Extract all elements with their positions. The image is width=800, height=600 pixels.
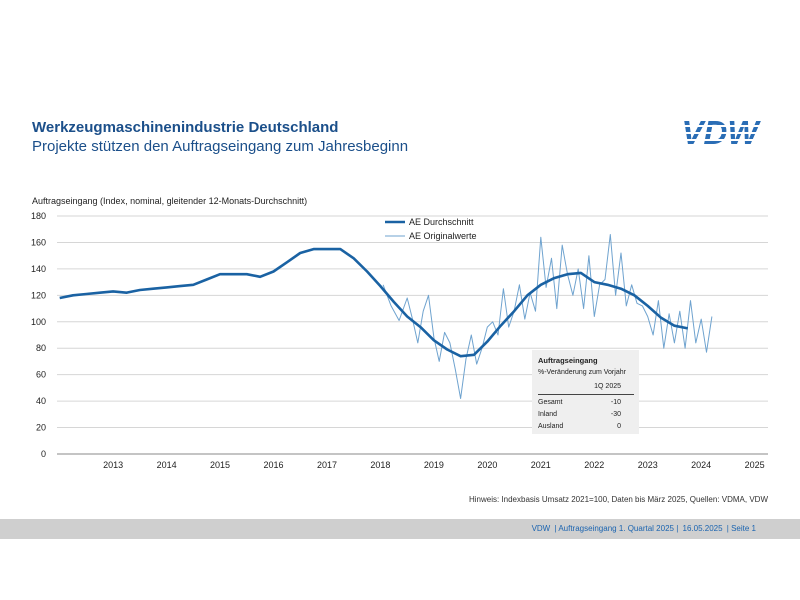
y-axis-label: Auftragseingang (Index, nominal, gleiten… bbox=[32, 196, 307, 206]
y-tick-label: 60 bbox=[36, 370, 46, 380]
y-tick-label: 40 bbox=[36, 396, 46, 406]
page-title: Werkzeugmaschinenindustrie Deutschland bbox=[32, 119, 339, 136]
info-row-value: 0 bbox=[617, 423, 621, 430]
info-row-value: -30 bbox=[610, 411, 621, 418]
series-line-originalwerte bbox=[382, 234, 713, 399]
info-box-title: Auftragseingang bbox=[538, 356, 598, 365]
y-tick-label: 0 bbox=[41, 449, 46, 459]
x-tick-label: 2022 bbox=[584, 460, 604, 470]
y-tick-label: 80 bbox=[36, 343, 46, 353]
legend-label: AE Originalwerte bbox=[409, 231, 477, 241]
vdw-logo: VDW bbox=[668, 116, 772, 150]
info-box: Auftragseingang %-Veränderung zum Vorjah… bbox=[532, 350, 639, 434]
x-tick-label: 2014 bbox=[157, 460, 177, 470]
x-tick-label: 2016 bbox=[263, 460, 283, 470]
y-tick-label: 100 bbox=[31, 317, 46, 327]
footer-bar: VDW | Auftragseingang 1. Quartal 2025 | … bbox=[0, 519, 800, 539]
y-tick-label: 140 bbox=[31, 264, 46, 274]
x-tick-label: 2020 bbox=[477, 460, 497, 470]
x-tick-label: 2024 bbox=[691, 460, 711, 470]
series-line-durchschnitt bbox=[59, 247, 689, 358]
footer-doc: | Auftragseingang 1. Quartal 2025 | bbox=[554, 524, 679, 533]
source-note: Hinweis: Indexbasis Umsatz 2021=100, Dat… bbox=[468, 495, 768, 504]
x-tick-label: 2025 bbox=[745, 460, 765, 470]
y-tick-label: 20 bbox=[36, 423, 46, 433]
footer-page: | Seite 1 bbox=[726, 524, 756, 533]
info-box-column-header: 1Q 2025 bbox=[594, 383, 621, 390]
y-tick-label: 180 bbox=[31, 211, 46, 221]
footer-text: VDW | Auftragseingang 1. Quartal 2025 | … bbox=[530, 524, 756, 533]
info-row-label: Ausland bbox=[538, 423, 564, 430]
y-tick-label: 160 bbox=[31, 237, 46, 247]
x-tick-label: 2023 bbox=[638, 460, 658, 470]
x-tick-label: 2019 bbox=[424, 460, 444, 470]
info-row-label: Gesamt bbox=[538, 399, 563, 406]
footer-org: VDW bbox=[531, 524, 551, 533]
x-tick-label: 2021 bbox=[531, 460, 551, 470]
info-row-label: Inland bbox=[538, 411, 558, 418]
x-tick-label: 2013 bbox=[103, 460, 123, 470]
x-tick-label: 2018 bbox=[370, 460, 390, 470]
footer-date: 16.05.2025 bbox=[682, 524, 723, 533]
info-box-divider bbox=[538, 394, 634, 395]
info-row-value: -10 bbox=[610, 399, 621, 406]
y-tick-label: 120 bbox=[31, 290, 46, 300]
legend-label: AE Durchschnitt bbox=[409, 217, 474, 227]
info-box-subtitle: %-Veränderung zum Vorjahr bbox=[538, 369, 626, 376]
x-tick-label: 2017 bbox=[317, 460, 337, 470]
x-tick-label: 2015 bbox=[210, 460, 230, 470]
page-subtitle: Projekte stützen den Auftragseingang zum… bbox=[32, 138, 409, 155]
